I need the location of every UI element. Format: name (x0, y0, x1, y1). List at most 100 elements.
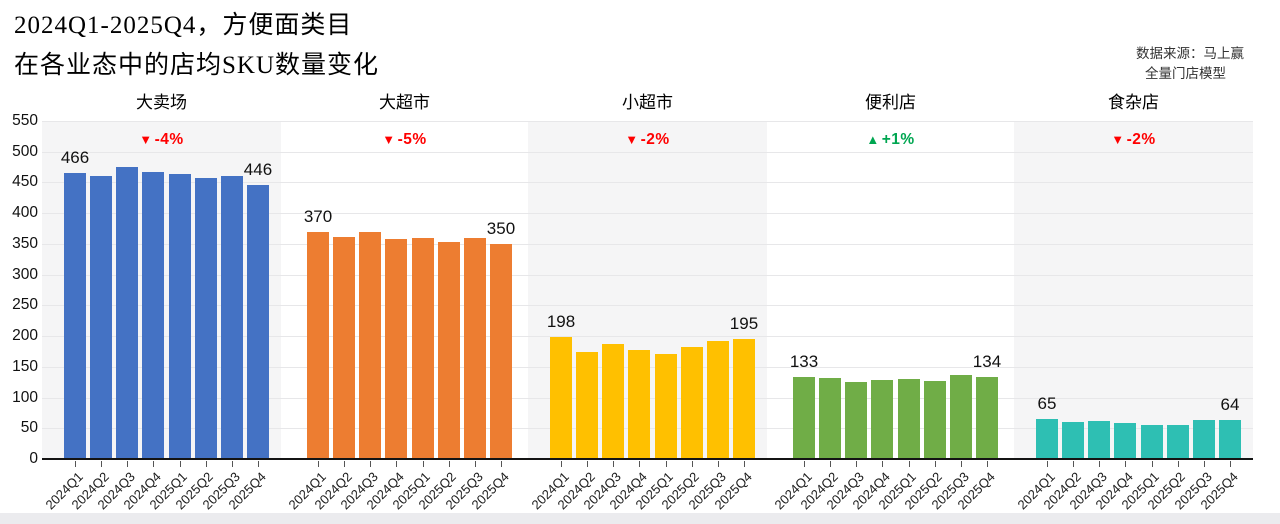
y-axis-label: 200 (12, 327, 38, 345)
panel-2: ▼ -5% 370 2024Q1 2024Q2 2024Q3 2024Q4 2025Q1 202… (285, 121, 524, 512)
bar-cell: 2024Q3 (95, 121, 139, 512)
bar-value-label: 446 (243, 159, 273, 179)
bar (706, 341, 729, 459)
bar-cell: 2024Q4 (121, 121, 165, 512)
bar-cell: 2025Q1 (1119, 121, 1163, 512)
x-axis-tick (561, 461, 562, 467)
x-axis-tick (1099, 461, 1101, 467)
y-axis-label: 100 (12, 388, 38, 406)
data-source-line1: 数据来源：马上赢 (1136, 46, 1244, 61)
bar-value-label: 370 (303, 206, 333, 226)
bar (411, 238, 434, 459)
bar (602, 344, 625, 459)
down-triangle-icon: ▼ (625, 132, 639, 147)
bar (1140, 425, 1163, 459)
bar-cell: 64 2025Q4 (1197, 121, 1241, 512)
bar (359, 231, 382, 459)
bar (576, 352, 599, 459)
bar-cell: 2025Q3 (685, 121, 729, 512)
x-axis-tick (613, 461, 615, 467)
bar (307, 231, 329, 459)
gridline (42, 305, 1253, 307)
bar-cell: 2024Q4 (607, 121, 651, 512)
panels: ▼ -4% 466 2024Q1 2024Q2 2024Q3 2024Q4 2025Q1 202… (42, 121, 1253, 513)
y-axis-label: 350 (12, 234, 38, 252)
x-axis-tick (743, 461, 745, 467)
x-axis-tick (665, 461, 667, 467)
change-value: -5% (397, 131, 427, 148)
x-axis-tick (986, 461, 988, 467)
x-axis-tick (205, 461, 207, 467)
chart-title: 2024Q1-2025Q4，方便面类目 在各业态中的店均SKU数量变化 (14, 6, 379, 86)
bar (168, 174, 191, 459)
bottom-strip (0, 513, 1280, 524)
x-axis-tick (1151, 461, 1153, 467)
bar-cell: 350 2025Q4 (468, 121, 516, 512)
chart-title-line1: 2024Q1-2025Q4，方便面类目 (14, 12, 353, 39)
bar (819, 377, 842, 459)
bar (923, 380, 946, 459)
change-value: +1% (881, 131, 915, 148)
panel-title-4: 便利店 (865, 93, 916, 112)
bar (1036, 419, 1058, 459)
bar-cell: 2024Q2 (1040, 121, 1085, 512)
panel-title-5: 食杂店 (1108, 93, 1159, 112)
panel-3: ▼ -2% 198 2024Q1 2024Q2 2024Q3 2024Q4 2025Q1 202… (528, 121, 767, 512)
bar-cell: 2024Q3 (581, 121, 625, 512)
bar-value-label: 134 (972, 351, 1002, 371)
panel-title-2: 大超市 (379, 93, 430, 112)
bar (142, 172, 165, 459)
bar (463, 238, 486, 459)
bar-cell: 2025Q1 (147, 121, 191, 512)
change-badge: ▼ -5% (285, 131, 524, 149)
x-axis-tick (1073, 461, 1075, 467)
x-axis-tick (370, 461, 372, 467)
data-source: 数据来源：马上赢 全量门店模型 (1136, 44, 1244, 84)
bar-value-label: 195 (729, 314, 759, 334)
change-value: -2% (640, 131, 670, 148)
x-axis-tick (101, 461, 103, 467)
bar-value-label: 65 (1037, 394, 1057, 414)
bar-cell: 2024Q2 (68, 121, 113, 512)
bar-value-label: 350 (486, 218, 516, 238)
bar (1166, 424, 1189, 459)
x-axis-tick (231, 461, 233, 467)
bar (1114, 423, 1137, 459)
bar (1062, 421, 1085, 459)
bar-cell: 2024Q3 (338, 121, 382, 512)
data-source-line2: 全量门店模型 (1145, 66, 1226, 81)
x-axis-tick (179, 461, 181, 467)
change-badge: ▼ -2% (528, 131, 767, 149)
gridline (42, 243, 1253, 245)
bar (1192, 420, 1215, 459)
bar-group: 133 2024Q1 2024Q2 2024Q3 2024Q4 2025Q1 2025Q2 2… (771, 121, 1010, 513)
bar (680, 347, 703, 459)
gridline (42, 274, 1253, 276)
bar (1218, 419, 1241, 459)
bar-cell: 2025Q2 (1145, 121, 1189, 512)
bar-value-label: 198 (546, 312, 576, 332)
bar-group: 466 2024Q1 2024Q2 2024Q3 2024Q4 2025Q1 2025Q2 2… (42, 121, 281, 513)
x-axis-tick (691, 461, 693, 467)
bar-cell: 2025Q2 (902, 121, 946, 512)
bar-value-label: 64 (1220, 394, 1240, 414)
x-axis-tick (75, 461, 76, 467)
change-badge: ▼ -4% (42, 131, 281, 149)
change-value: -2% (1126, 131, 1156, 148)
bar (246, 184, 269, 459)
change-badge: ▼ -2% (1014, 131, 1253, 149)
x-axis-tick (908, 461, 910, 467)
bar-cell: 2025Q2 (173, 121, 217, 512)
x-axis-tick (257, 461, 259, 467)
bar-cell: 2024Q2 (554, 121, 599, 512)
panel-5: ▼ -2% 65 2024Q1 2024Q2 2024Q3 2024Q4 2025Q1 2025… (1014, 121, 1253, 512)
bar-value-label: 133 (789, 352, 819, 372)
bar-cell: 2025Q3 (928, 121, 972, 512)
y-axis-label: 400 (12, 204, 38, 222)
bar (550, 337, 572, 459)
down-triangle-icon: ▼ (1111, 132, 1125, 147)
bar-cell: 2025Q3 (442, 121, 486, 512)
gridline (42, 151, 1253, 153)
bar-cell: 466 2024Q1 (42, 121, 89, 513)
